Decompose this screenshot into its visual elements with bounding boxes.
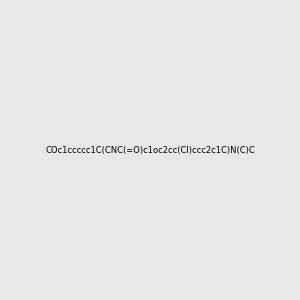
Text: COc1ccccc1C(CNC(=O)c1oc2cc(Cl)ccc2c1C)N(C)C: COc1ccccc1C(CNC(=O)c1oc2cc(Cl)ccc2c1C)N(…: [45, 146, 255, 154]
